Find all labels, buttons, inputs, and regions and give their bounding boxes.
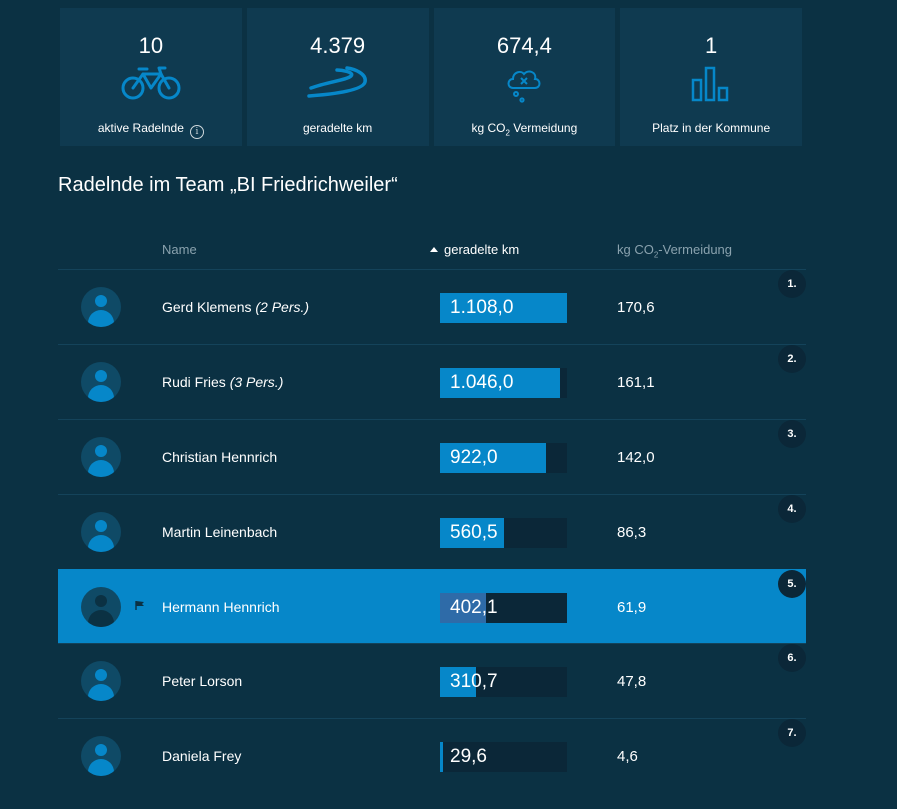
member-name: Hermann Hennrich bbox=[162, 599, 280, 615]
co2-value: 142,0 bbox=[617, 449, 655, 466]
team-member-list: Gerd Klemens (2 Pers.) 1.108,0 170,6 1. Rudi… bbox=[58, 269, 806, 793]
km-value: 29,6 bbox=[450, 746, 487, 767]
avatar bbox=[81, 362, 121, 402]
stats-panel: 10 aktive Radelnde i 4.379 geradelte km 6… bbox=[60, 8, 802, 146]
column-header-co2[interactable]: kg CO2-Vermeidung bbox=[617, 242, 733, 260]
stat-label: kg CO2 Vermeidung bbox=[471, 121, 578, 138]
co2-value: 4,6 bbox=[617, 748, 638, 765]
km-value: 922,0 bbox=[450, 447, 498, 468]
flag-icon bbox=[135, 601, 144, 610]
table-row[interactable]: Peter Lorson 310,7 47,8 6. bbox=[58, 643, 806, 718]
stat-card-rank: 1 Platz in der Kommune bbox=[620, 8, 802, 146]
stat-card-distance: 4.379 geradelte km bbox=[246, 8, 429, 146]
rank-badge: 6. bbox=[778, 644, 806, 672]
avatar bbox=[81, 736, 121, 776]
co2-value: 161,1 bbox=[617, 374, 655, 391]
stat-value: 4.379 bbox=[310, 33, 366, 58]
stat-card-co2: 674,4 kg CO2 Vermeidung bbox=[433, 8, 616, 146]
km-bar: 29,6 bbox=[440, 742, 567, 772]
km-value: 560,5 bbox=[450, 522, 498, 543]
km-value: 402,1 bbox=[450, 597, 498, 618]
km-value: 1.046,0 bbox=[450, 372, 514, 393]
km-bar-fill bbox=[440, 518, 504, 548]
km-bar-fill bbox=[440, 443, 546, 473]
km-bar: 1.046,0 bbox=[440, 368, 567, 398]
km-bar: 1.108,0 bbox=[440, 293, 567, 323]
km-value: 310,7 bbox=[450, 671, 498, 692]
member-name: Peter Lorson bbox=[162, 673, 243, 689]
table-header: Name geradelte km kg CO2-Vermeidung bbox=[58, 238, 806, 266]
stat-card-active-cyclists: 10 aktive Radelnde i bbox=[60, 8, 242, 146]
co2-value: 61,9 bbox=[617, 599, 647, 616]
co2-value: 47,8 bbox=[617, 673, 647, 690]
km-bar-fill bbox=[440, 667, 476, 697]
table-row[interactable]: Hermann Hennrich 402,1 61,9 5. bbox=[58, 569, 806, 643]
stat-label: geradelte km bbox=[302, 121, 373, 135]
rank-badge: 3. bbox=[778, 420, 806, 448]
avatar bbox=[81, 587, 121, 627]
rank-badge: 4. bbox=[778, 495, 806, 523]
section-title: Radelnde im Team „BI Friedrichweiler“ bbox=[58, 174, 398, 196]
member-name: Christian Hennrich bbox=[162, 449, 278, 465]
km-bar-fill bbox=[440, 742, 443, 772]
table-row[interactable]: Daniela Frey 29,6 4,6 7. bbox=[58, 718, 806, 793]
km-bar: 560,5 bbox=[440, 518, 567, 548]
member-name: Gerd Klemens (2 Pers.) bbox=[162, 299, 310, 315]
avatar bbox=[81, 437, 121, 477]
avatar bbox=[81, 287, 121, 327]
km-value: 1.108,0 bbox=[450, 297, 514, 318]
rank-badge: 1. bbox=[778, 270, 806, 298]
km-bar: 922,0 bbox=[440, 443, 567, 473]
road-icon bbox=[306, 66, 367, 98]
table-row[interactable]: Christian Hennrich 922,0 142,0 3. bbox=[58, 419, 806, 494]
stat-value: 1 bbox=[705, 33, 718, 58]
bicycle-icon bbox=[121, 66, 181, 100]
column-header-name[interactable]: Name bbox=[162, 242, 197, 257]
table-row[interactable]: Martin Leinenbach 560,5 86,3 4. bbox=[58, 494, 806, 569]
rank-badge: 5. bbox=[778, 570, 806, 598]
table-row[interactable]: Rudi Fries (3 Pers.) 1.046,0 161,1 2. bbox=[58, 344, 806, 419]
stat-label: Platz in der Kommune bbox=[652, 121, 771, 135]
cloud-co2-icon bbox=[507, 70, 541, 103]
co2-value: 170,6 bbox=[617, 299, 655, 316]
km-bar-fill bbox=[440, 593, 486, 623]
column-header-km[interactable]: geradelte km bbox=[430, 242, 519, 257]
km-bar: 310,7 bbox=[440, 667, 567, 697]
bar-chart-icon bbox=[691, 66, 729, 102]
table-row[interactable]: Gerd Klemens (2 Pers.) 1.108,0 170,6 1. bbox=[58, 269, 806, 344]
member-name: Rudi Fries (3 Pers.) bbox=[162, 374, 284, 390]
rank-badge: 2. bbox=[778, 345, 806, 373]
member-name: Martin Leinenbach bbox=[162, 524, 278, 540]
co2-value: 86,3 bbox=[617, 524, 647, 541]
stat-label: aktive Radelnde i bbox=[60, 121, 242, 139]
km-bar: 402,1 bbox=[440, 593, 567, 623]
stat-value: 674,4 bbox=[496, 33, 552, 58]
km-bar-fill bbox=[440, 293, 567, 323]
km-bar-fill bbox=[440, 368, 560, 398]
info-icon[interactable]: i bbox=[189, 125, 204, 139]
rank-badge: 7. bbox=[778, 719, 806, 747]
stat-value: 10 bbox=[138, 33, 164, 58]
member-name: Daniela Frey bbox=[162, 748, 242, 764]
avatar bbox=[81, 661, 121, 701]
avatar bbox=[81, 512, 121, 552]
sort-ascending-icon bbox=[430, 247, 438, 252]
